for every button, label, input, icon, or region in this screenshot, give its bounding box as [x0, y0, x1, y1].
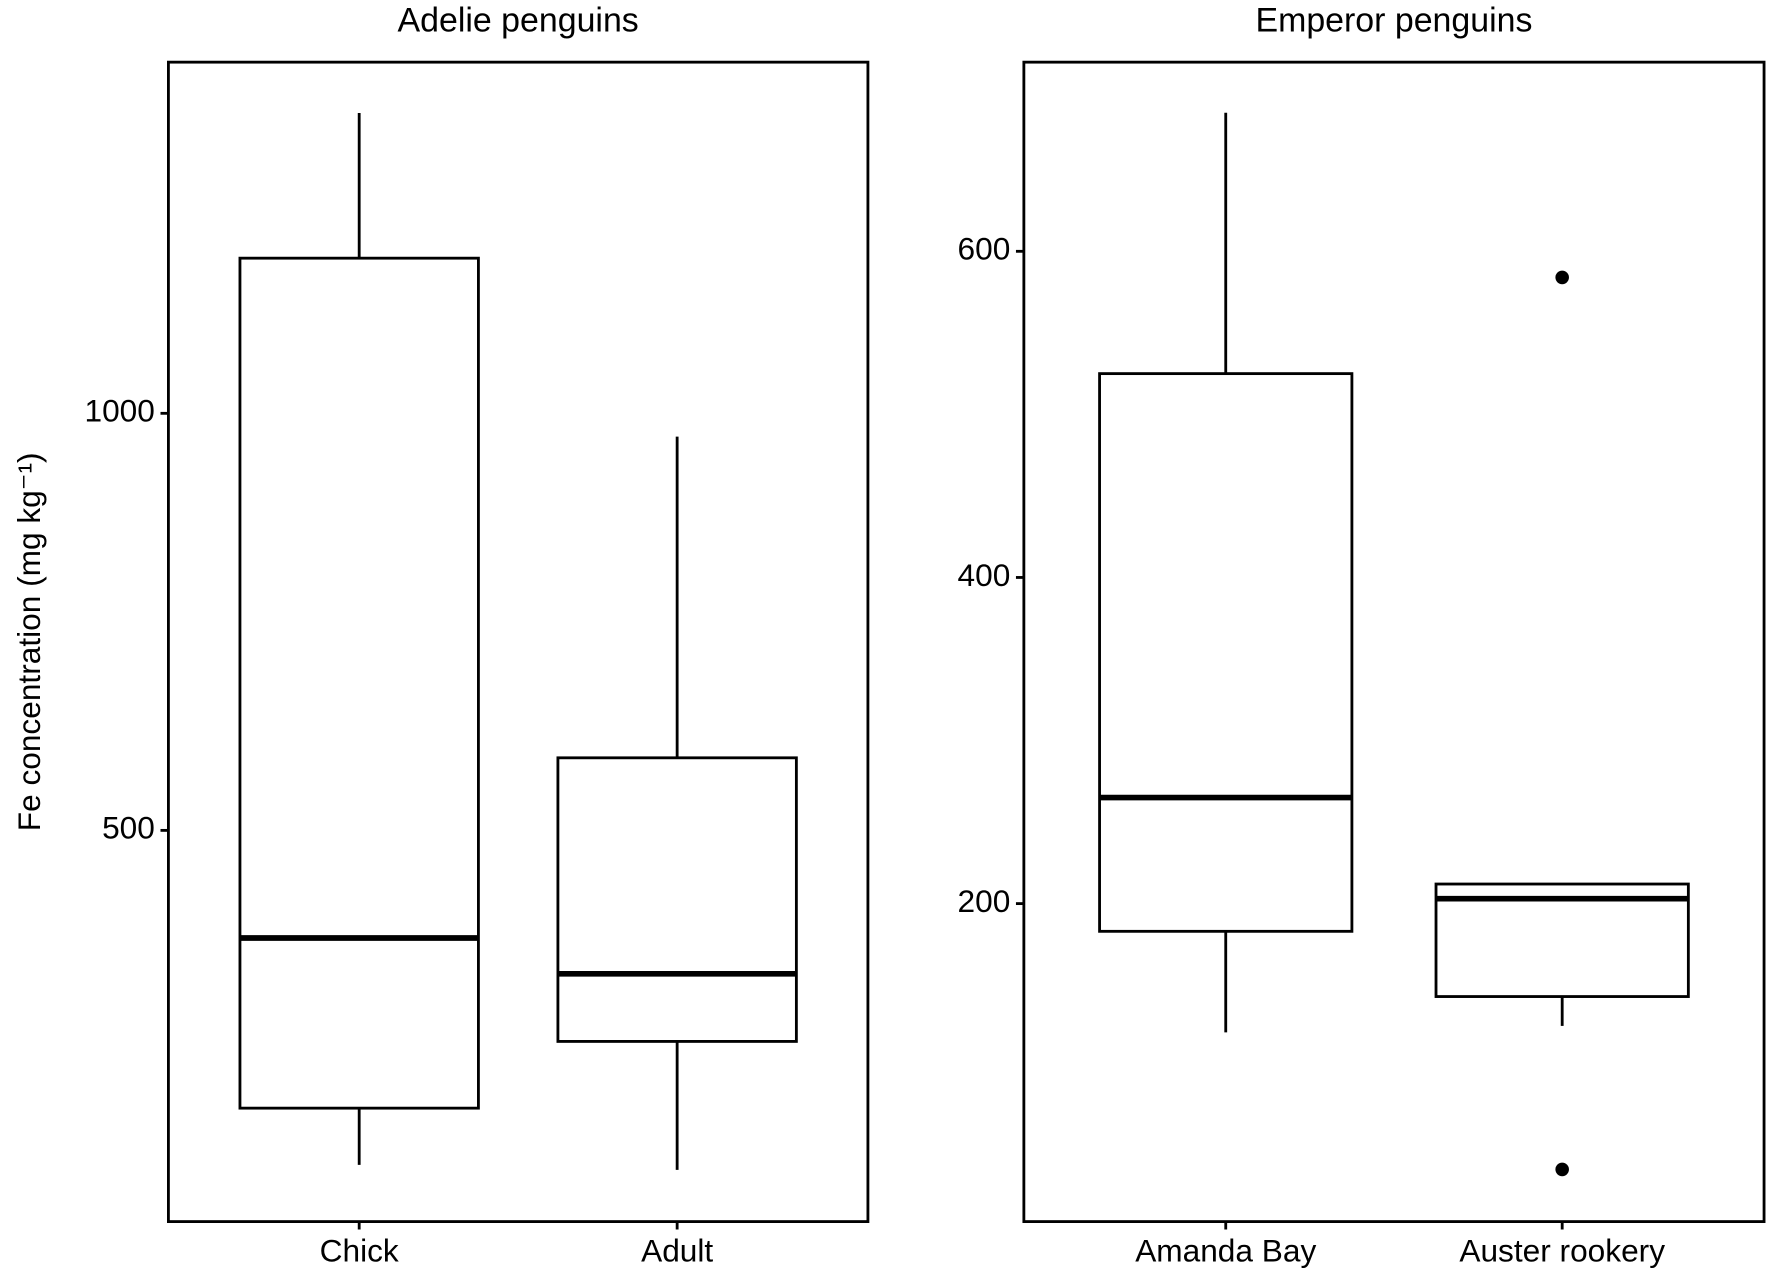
y-tick-label: 200 — [958, 883, 1011, 919]
box — [556, 756, 798, 1043]
y-tick-label: 600 — [958, 231, 1011, 267]
outlier — [1555, 270, 1569, 285]
panel-title: Emperor penguins — [1255, 2, 1532, 40]
y-tick-label: 1000 — [84, 393, 154, 429]
x-tick-label: Amanda Bay — [1135, 1233, 1316, 1269]
box — [1098, 372, 1354, 933]
x-tick-label: Chick — [320, 1233, 399, 1269]
x-tick-label: Auster rookery — [1459, 1233, 1665, 1269]
panel-title: Adelie penguins — [398, 2, 639, 40]
x-tick-label: Adult — [641, 1233, 713, 1269]
outlier — [1555, 1162, 1569, 1177]
box — [1434, 882, 1690, 998]
y-tick-label: 400 — [958, 557, 1011, 593]
box — [238, 256, 480, 1110]
y-tick-label: 500 — [102, 810, 155, 846]
panel-border — [1022, 60, 1766, 1224]
panel-border — [167, 60, 870, 1224]
y-axis-label: Fe concentration (mg kg⁻¹) — [11, 452, 47, 831]
